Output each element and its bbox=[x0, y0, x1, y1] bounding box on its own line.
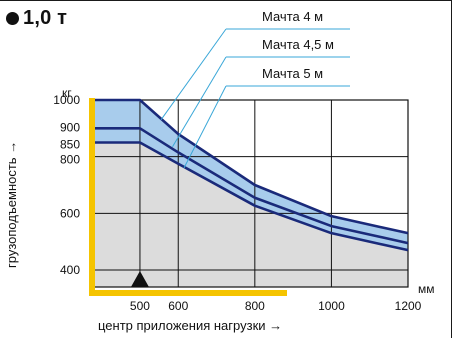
chart-title: 1,0 т bbox=[6, 4, 67, 32]
series-line-3 bbox=[94, 141, 409, 252]
x-tick-1200: 1200 bbox=[395, 299, 422, 313]
series-line-2 bbox=[94, 127, 409, 245]
chart-title-text: 1,0 т bbox=[23, 6, 68, 29]
series-line-1 bbox=[94, 98, 409, 235]
x-axis-title: центр приложения нагрузки → bbox=[98, 318, 283, 333]
frame-top-border bbox=[0, 0, 451, 1]
y-tick-1000: 1000 bbox=[53, 93, 80, 107]
capacity-area bbox=[94, 142, 408, 287]
y-tick-850: 850 bbox=[60, 138, 80, 152]
series-label-1: Мачта 4 м bbox=[262, 9, 323, 24]
bullet-icon bbox=[6, 11, 19, 25]
leader-line-1 bbox=[160, 28, 227, 121]
y-unit-label: кг bbox=[62, 86, 72, 100]
series-label-2: Мачта 4,5 м bbox=[262, 37, 334, 52]
mast-band bbox=[94, 100, 408, 251]
load-center-marker bbox=[130, 271, 149, 287]
leader-line-3 bbox=[183, 85, 227, 169]
x-tick-800: 800 bbox=[245, 299, 265, 313]
x-unit-label: мм bbox=[418, 282, 435, 296]
x-tick-500: 500 bbox=[130, 299, 150, 313]
y-tick-900: 900 bbox=[60, 120, 80, 134]
x-tick-1000: 1000 bbox=[318, 299, 345, 313]
series-label-3: Мачта 5 м bbox=[262, 66, 323, 81]
y-tick-800: 800 bbox=[60, 153, 80, 167]
y-tick-600: 600 bbox=[60, 206, 80, 220]
y-tick-400: 400 bbox=[60, 263, 80, 277]
leader-line-2 bbox=[172, 56, 227, 148]
fork-shape bbox=[89, 98, 287, 296]
x-tick-600: 600 bbox=[168, 299, 188, 313]
